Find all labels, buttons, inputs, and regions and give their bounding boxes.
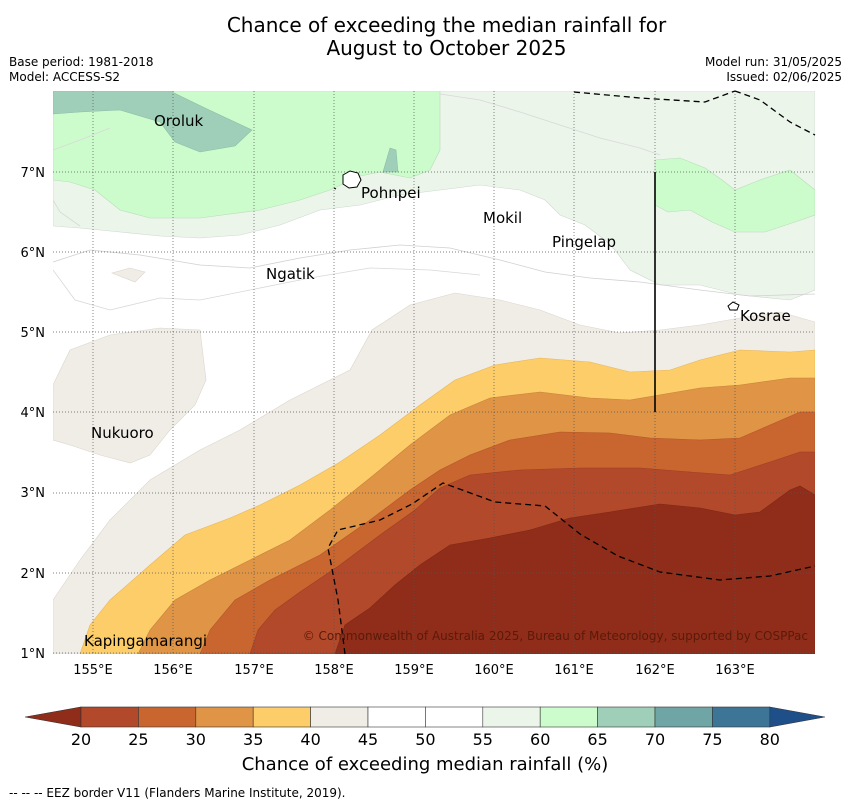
colorbar-tick: 50 [415, 730, 435, 749]
colorbar-swatch [654, 706, 713, 728]
colorbar-swatch [195, 706, 254, 728]
colorbar-swatch [367, 706, 426, 728]
map-title: Chance of exceeding the median rainfall … [0, 14, 850, 60]
colorbar-swatch [597, 706, 656, 728]
contour-line-55b [53, 127, 111, 227]
small-island-1 [333, 187, 337, 190]
place-nukuoro: Nukuoro [91, 424, 154, 442]
eez-borders [327, 90, 816, 655]
colorbar-tick: 20 [71, 730, 91, 749]
lon-tick: 155°E [73, 663, 113, 678]
colorbar-tick: 45 [358, 730, 378, 749]
meta-right: Model run: 31/05/2025 Issued: 02/06/2025 [705, 55, 842, 85]
gridlines [53, 91, 815, 654]
place-kosrae: Kosrae [740, 307, 791, 325]
contour-60-65-northwest [53, 91, 441, 219]
contour-40-45-small [111, 267, 146, 283]
contour-under-20 [334, 485, 815, 654]
colorbar-tick: 55 [473, 730, 493, 749]
pohnpei-island [342, 170, 362, 189]
meta-left: Base period: 1981-2018 Model: ACCESS-S2 [9, 55, 154, 85]
place-pohnpei: Pohnpei [361, 184, 421, 202]
title-line-2: August to October 2025 [326, 36, 567, 60]
colorbar-over-arrow [769, 706, 826, 728]
colorbar-swatch [252, 706, 311, 728]
colorbar-swatch [539, 706, 598, 728]
lat-tick: 1°N [21, 647, 46, 662]
colorbar-swatch [310, 706, 369, 728]
latitude-ticks: 1°N 2°N 3°N 4°N 5°N 6°N 7°N [21, 166, 46, 662]
base-period: Base period: 1981-2018 [9, 55, 154, 69]
colorbar-ticks: 20 25 30 35 40 45 50 55 60 65 70 75 80 [71, 730, 780, 749]
lon-tick: 157°E [234, 663, 274, 678]
lat-tick: 6°N [21, 246, 46, 261]
contour-line-55 [439, 93, 661, 156]
colorbar [24, 706, 826, 728]
place-pingelap: Pingelap [552, 233, 616, 251]
eez-border-south [327, 482, 816, 655]
colorbar-tick: 65 [587, 730, 607, 749]
colorbar-label: Chance of exceeding median rainfall (%) [241, 754, 609, 775]
kosrae-island [727, 301, 740, 311]
lon-tick: 159°E [394, 663, 434, 678]
colorbar-tick: 60 [530, 730, 550, 749]
lat-tick: 5°N [21, 326, 46, 341]
contour-line-50b [53, 267, 481, 311]
contour-40-45-nukuoro [53, 327, 207, 464]
contour-fill-layer [53, 91, 815, 654]
eez-legend-note: -- -- -- EEZ border V11 (Flanders Marine… [9, 786, 346, 800]
copyright-notice: © Commonwealth of Australia 2025, Bureau… [303, 629, 808, 643]
colorbar-tick: 80 [760, 730, 780, 749]
contour-line-50 [53, 244, 815, 297]
contour-60-65-east [654, 157, 815, 233]
lon-tick: 160°E [474, 663, 514, 678]
model-run: Model run: 31/05/2025 [704, 55, 842, 69]
place-oroluk: Oroluk [154, 112, 203, 130]
colorbar-swatch [138, 706, 197, 728]
title-line-1: Chance of exceeding the median rainfall … [226, 13, 667, 37]
place-kapingamarangi: Kapingamarangi [84, 632, 207, 650]
lat-tick: 4°N [21, 406, 46, 421]
colorbar-tick: 75 [702, 730, 722, 749]
place-mokil: Mokil [483, 209, 522, 227]
island-shapes [333, 170, 740, 311]
contour-65-70-northwest [53, 91, 253, 153]
colorbar-swatch [80, 706, 139, 728]
lon-tick: 163°E [715, 663, 755, 678]
longitude-ticks: 155°E 156°E 157°E 158°E 159°E 160°E 161°… [73, 663, 755, 678]
lon-tick: 161°E [554, 663, 594, 678]
colorbar-under-arrow [24, 706, 82, 728]
colorbar-tick: 25 [128, 730, 148, 749]
lat-tick: 2°N [21, 567, 46, 582]
colorbar-tick: 40 [300, 730, 320, 749]
model-name: Model: ACCESS-S2 [9, 70, 121, 84]
lat-tick: 7°N [21, 166, 46, 181]
lon-tick: 162°E [635, 663, 675, 678]
colorbar-tick: 30 [186, 730, 206, 749]
colorbar-swatch [425, 706, 484, 728]
eez-border-north [573, 90, 816, 136]
colorbar-tick: 70 [645, 730, 665, 749]
issued-date: Issued: 02/06/2025 [726, 70, 842, 84]
colorbar-tick: 35 [243, 730, 263, 749]
lon-tick: 156°E [153, 663, 193, 678]
colorbar-swatch [712, 706, 771, 728]
place-labels: Oroluk Pohnpei Mokil Pingelap Ngatik Kos… [84, 112, 791, 650]
place-ngatik: Ngatik [266, 265, 315, 283]
lat-tick: 3°N [21, 486, 46, 501]
lon-tick: 158°E [314, 663, 354, 678]
colorbar-swatch [482, 706, 541, 728]
